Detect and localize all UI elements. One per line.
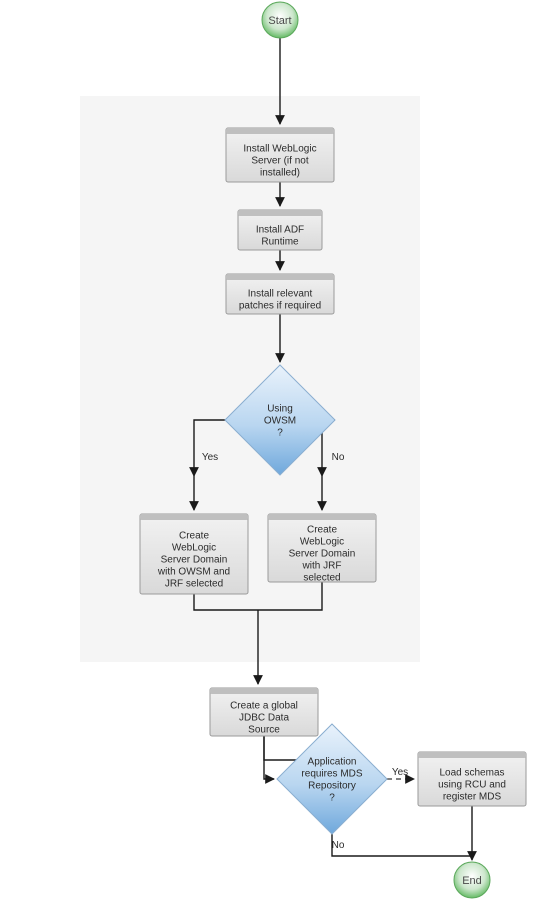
edge-label-mds_no: No [332, 840, 345, 851]
process-load_schemas-label: Load schemasusing RCU andregister MDS [438, 768, 506, 803]
terminal-start: Start [262, 2, 298, 38]
process-install_patches-label: Install relevantpatches if required [239, 289, 321, 312]
process-install_patches: Install relevantpatches if required [226, 274, 334, 314]
process-install_wls: Install WebLogicServer (if notinstalled) [226, 128, 334, 182]
terminal-end: End [454, 862, 490, 898]
edge-label-owsm_no: No [332, 452, 345, 463]
decision-app_mds: Applicationrequires MDSRepository? [277, 724, 387, 834]
process-create_jdbc: Create a globalJDBC DataSource [210, 688, 318, 736]
process-install_adf-label: Install ADFRuntime [256, 225, 304, 248]
edge-label-owsm_yes: Yes [202, 452, 218, 463]
process-create_owsm: CreateWebLogicServer Domainwith OWSM and… [140, 514, 248, 594]
terminal-start-label: Start [268, 15, 291, 27]
process-create_jrf: CreateWebLogicServer Domainwith JRFselec… [268, 514, 376, 584]
process-install_adf: Install ADFRuntime [238, 210, 322, 250]
edge-e-mds-no [332, 834, 472, 856]
edge-label-mds_yes: Yes [392, 767, 408, 778]
terminal-end-label: End [462, 875, 482, 887]
process-load_schemas: Load schemasusing RCU andregister MDS [418, 752, 526, 806]
edge-e-jdbc-dec2 [264, 736, 274, 779]
